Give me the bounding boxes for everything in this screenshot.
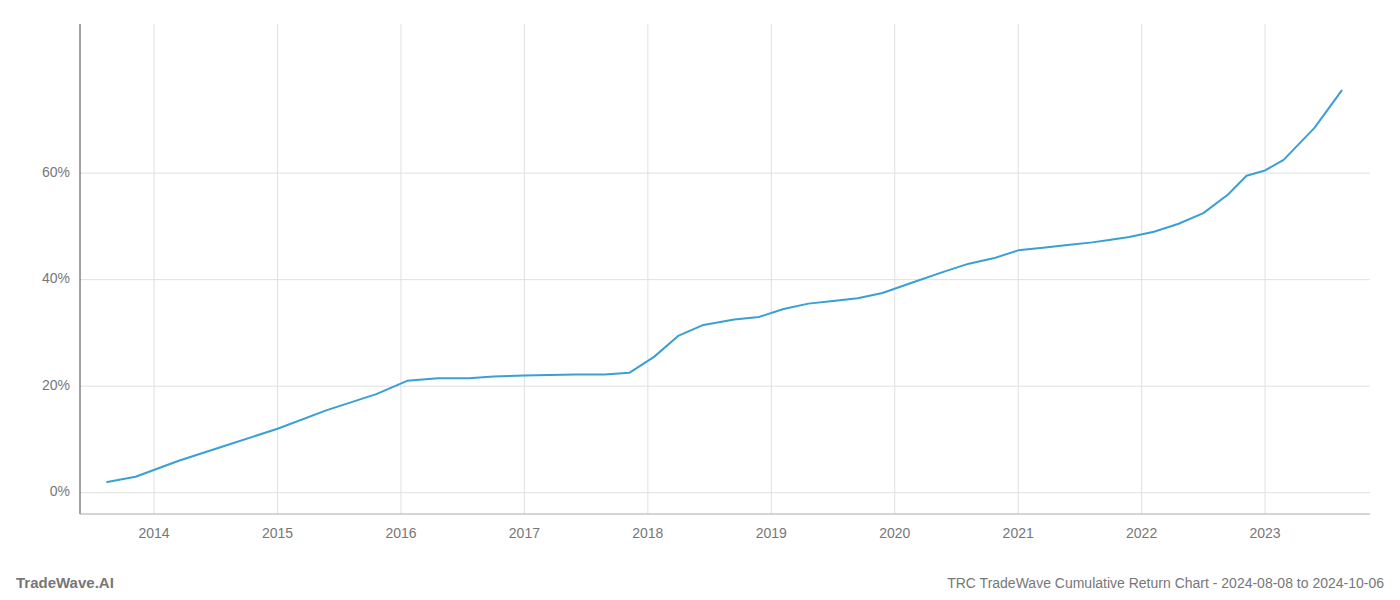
plot-area [107, 91, 1341, 482]
x-tick-label: 2014 [138, 525, 169, 541]
x-tick-label: 2016 [385, 525, 416, 541]
x-grid-line [771, 24, 772, 514]
x-tick-label: 2023 [1249, 525, 1280, 541]
watermark: TradeWave.AI [16, 574, 114, 591]
x-grid-line [400, 24, 401, 514]
y-axis-line [80, 24, 81, 514]
y-grid-line [80, 492, 1370, 493]
x-tick-label: 2021 [1003, 525, 1034, 541]
x-grid-line [154, 24, 155, 514]
x-tick-label: 2017 [509, 525, 540, 541]
y-tick-label: 0% [50, 483, 70, 499]
y-grid-line [80, 386, 1370, 387]
x-tick-label: 2019 [756, 525, 787, 541]
y-grid-line [80, 279, 1370, 280]
x-grid-line [1141, 24, 1142, 514]
x-grid-line [277, 24, 278, 514]
y-tick-label: 20% [42, 377, 70, 393]
x-grid-line [894, 24, 895, 514]
axes: 0% 20% 40% 60% 2014 2015 2016 2017 2018 2019 2020 2… [42, 24, 1370, 541]
x-tick-label: 2020 [879, 525, 910, 541]
background [0, 0, 1400, 600]
y-tick-label: 60% [42, 164, 70, 180]
y-tick-label: 40% [42, 270, 70, 286]
x-axis-line [80, 514, 1370, 515]
x-tick-label: 2022 [1126, 525, 1157, 541]
x-tick-label: 2018 [632, 525, 663, 541]
chart: 0% 20% 40% 60% 2014 2015 2016 2017 2018 2019 2020 2… [0, 0, 1400, 600]
x-tick-label: 2015 [262, 525, 293, 541]
grid [80, 24, 1370, 514]
y-grid-line [80, 173, 1370, 174]
title: TRC TradeWave Cumulative Return Chart - … [947, 575, 1384, 591]
x-grid-line [1265, 24, 1266, 514]
x-grid-line [1018, 24, 1019, 514]
x-grid-line [524, 24, 525, 514]
line [107, 91, 1341, 482]
x-grid-line [647, 24, 648, 514]
